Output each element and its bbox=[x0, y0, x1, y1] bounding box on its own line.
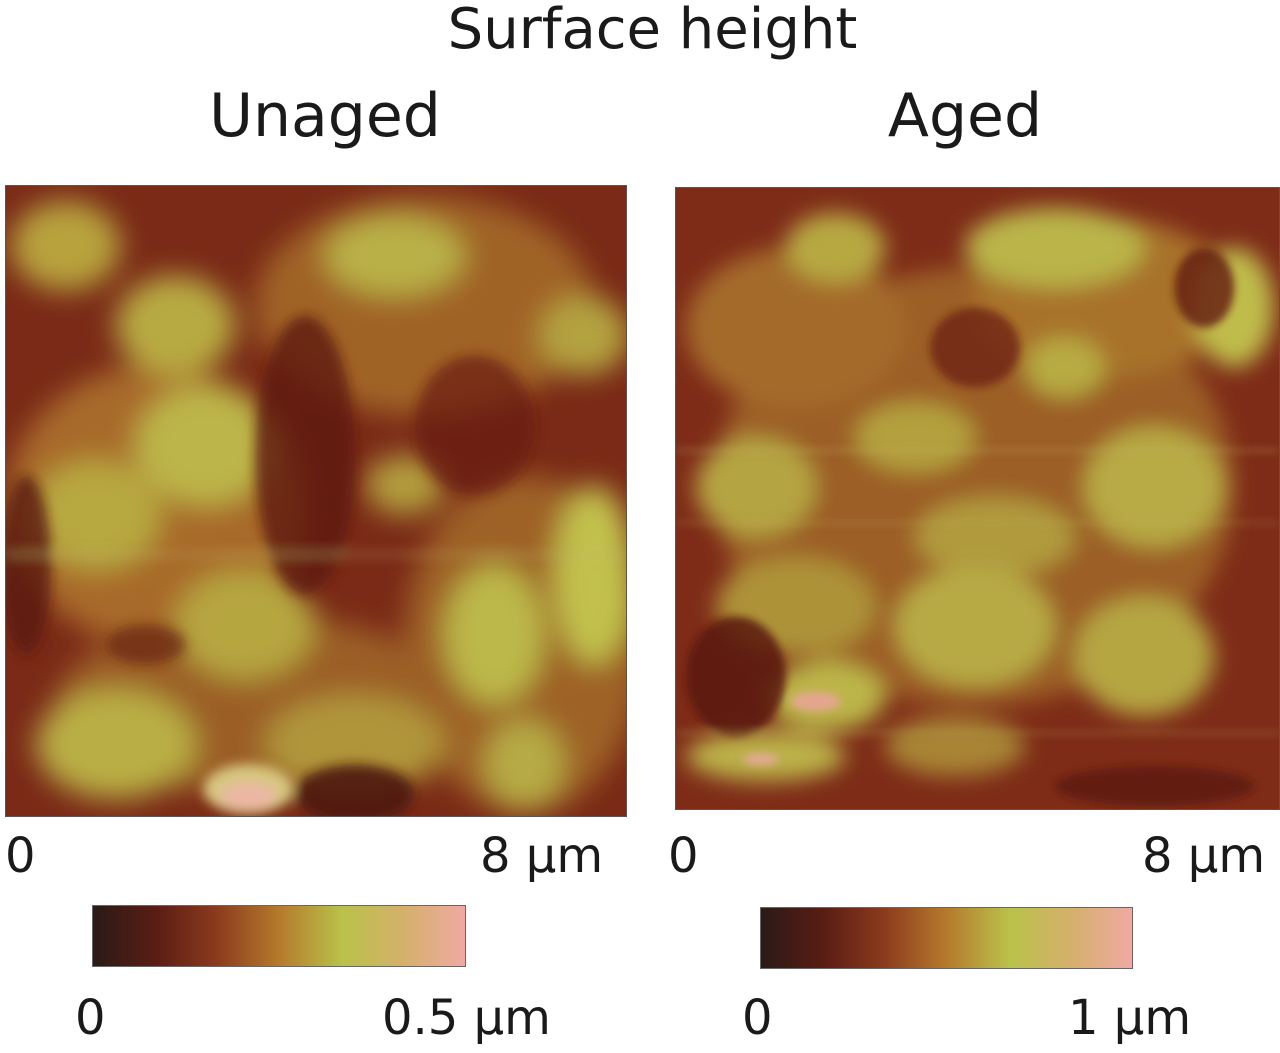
colorbar-min-aged: 0 bbox=[742, 990, 773, 1046]
colorbar-max-unaged: 0.5 µm bbox=[382, 990, 551, 1046]
colorbar-min-unaged: 0 bbox=[75, 990, 106, 1046]
x-axis-min-unaged: 0 bbox=[5, 828, 36, 884]
panel-title-aged: Aged bbox=[887, 81, 1043, 151]
panel-title-unaged: Unaged bbox=[209, 81, 441, 151]
height-map-unaged bbox=[5, 185, 627, 817]
height-map-unaged-image bbox=[6, 186, 626, 816]
colorbar-aged bbox=[760, 907, 1133, 969]
x-axis-max-unaged: 8 µm bbox=[480, 828, 604, 884]
x-axis-max-aged: 8 µm bbox=[1142, 828, 1266, 884]
height-map-aged-image bbox=[676, 188, 1279, 809]
figure-title: Surface height bbox=[447, 0, 858, 62]
colorbar-max-aged: 1 µm bbox=[1068, 990, 1192, 1046]
height-map-aged bbox=[675, 187, 1280, 810]
colorbar-unaged bbox=[92, 905, 466, 967]
x-axis-min-aged: 0 bbox=[668, 828, 699, 884]
